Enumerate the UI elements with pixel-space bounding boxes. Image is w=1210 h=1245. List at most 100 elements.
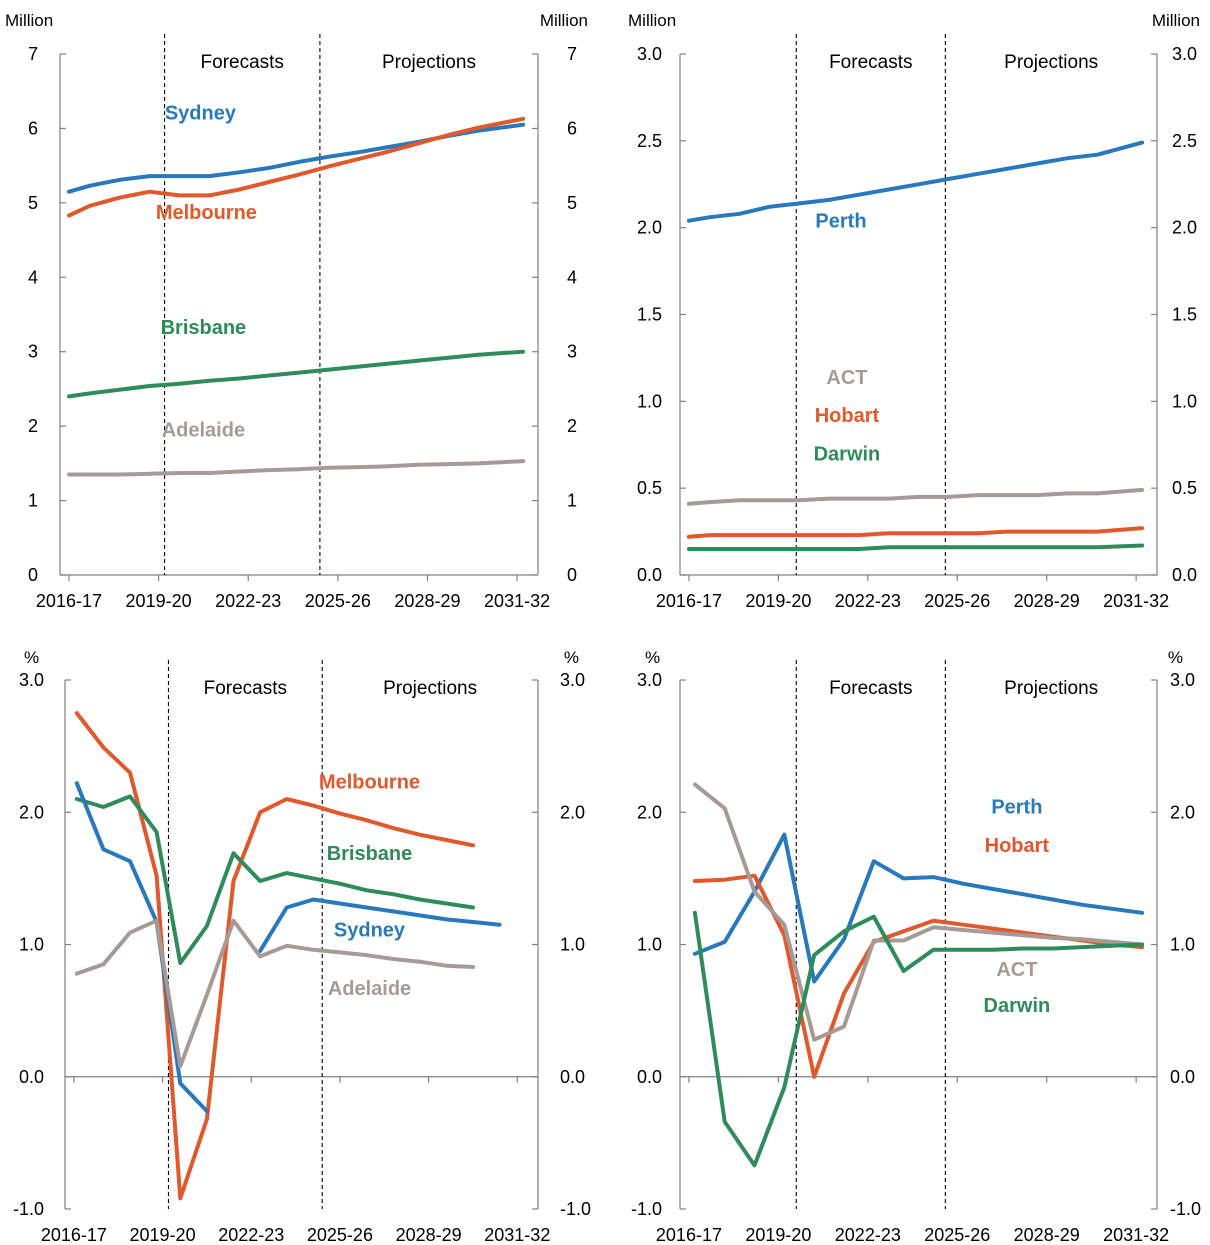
x-tick-label: 2019-20 — [130, 1225, 196, 1245]
forecasts-label: Forecasts — [829, 678, 912, 699]
series-label-sydney: Sydney — [165, 102, 237, 124]
right-y-tick-label: 2.5 — [1172, 131, 1197, 151]
x-tick-label: 2019-20 — [126, 591, 192, 611]
x-tick-label: 2028-29 — [396, 1225, 462, 1245]
series-label-perth: Perth — [815, 211, 866, 233]
series-line-melbourne — [74, 711, 475, 1201]
projections-label: Projections — [1004, 678, 1098, 699]
panel-capital-population-1: 0 0 1 1 2 2 3 3 4 4 5 5 6 6 7 7 Million Million 2016-17 201… — [5, 11, 588, 611]
right-unit-label: Million — [1152, 11, 1200, 30]
left-y-tick-label: 2.5 — [637, 131, 662, 151]
x-tick-label: 2031-32 — [484, 591, 550, 611]
x-tick-label: 2019-20 — [745, 591, 811, 611]
left-y-tick-label: 6 — [28, 118, 38, 138]
series-line-adelaide — [74, 918, 475, 1069]
right-y-tick-label: 0.0 — [560, 1067, 585, 1087]
x-tick-label: 2022-23 — [215, 591, 281, 611]
series-line-brisbane — [74, 794, 475, 965]
right-y-tick-label: 5 — [567, 193, 577, 213]
left-y-tick-label: 2.0 — [637, 218, 662, 238]
left-y-tick-label: 3.0 — [637, 44, 662, 64]
series-line-darwin — [692, 910, 1145, 1168]
left-unit-label: Million — [5, 11, 53, 30]
panel-capital-population-2: 0.0 0.0 0.5 0.5 1.0 1.0 1.5 1.5 2.0 2.0 2.5 2.5 3.0 3… — [628, 11, 1200, 611]
right-y-tick-label: 4 — [567, 267, 577, 287]
x-tick-label: 2028-29 — [394, 591, 460, 611]
left-y-tick-label: 0.0 — [637, 1067, 662, 1087]
projections-label: Projections — [383, 678, 477, 699]
right-y-tick-label: 0.0 — [1172, 565, 1197, 585]
projections-label: Projections — [1004, 52, 1098, 73]
series-line-melbourne — [67, 116, 526, 218]
series-label-adelaide: Adelaide — [328, 978, 411, 1000]
left-y-tick-label: 1.0 — [637, 935, 662, 955]
x-tick-label: 2022-23 — [835, 591, 901, 611]
right-y-tick-label: 3.0 — [1170, 670, 1195, 690]
series-label-hobart: Hobart — [985, 835, 1050, 857]
series-label-adelaide: Adelaide — [162, 420, 245, 442]
left-y-tick-label: 1 — [28, 491, 38, 511]
right-y-tick-label: 1.5 — [1172, 305, 1197, 325]
left-y-tick-label: -1.0 — [631, 1199, 662, 1219]
series-line-perth — [692, 832, 1145, 984]
x-tick-label: 2028-29 — [1014, 591, 1080, 611]
right-y-tick-label: 1.0 — [1170, 935, 1195, 955]
right-unit-label: % — [564, 648, 579, 667]
right-y-tick-label: 0 — [567, 565, 577, 585]
right-y-tick-label: 2.0 — [1170, 802, 1195, 822]
x-tick-label: 2031-32 — [484, 1225, 550, 1245]
left-y-tick-label: 3.0 — [19, 670, 44, 690]
x-tick-label: 2025-26 — [924, 1225, 990, 1245]
left-unit-label: % — [645, 648, 660, 667]
x-tick-label: 2025-26 — [924, 591, 990, 611]
right-unit-label: Million — [540, 11, 588, 30]
x-tick-label: 2031-32 — [1103, 591, 1169, 611]
series-label-melbourne: Melbourne — [156, 202, 257, 224]
right-y-tick-label: 3.0 — [1172, 44, 1197, 64]
left-y-tick-label: 2.0 — [637, 802, 662, 822]
x-tick-label: 2016-17 — [656, 591, 722, 611]
right-y-tick-label: 6 — [567, 118, 577, 138]
x-tick-label: 2022-23 — [218, 1225, 284, 1245]
left-y-tick-label: 0 — [28, 565, 38, 585]
left-y-tick-label: 3.0 — [637, 670, 662, 690]
left-y-tick-label: 2.0 — [19, 802, 44, 822]
x-tick-label: 2019-20 — [745, 1225, 811, 1245]
right-y-tick-label: 0.5 — [1172, 478, 1197, 498]
series-label-brisbane: Brisbane — [327, 843, 413, 865]
series-label-act: ACT — [826, 367, 867, 389]
series-line-act — [686, 487, 1145, 506]
series-line-hobart — [692, 873, 1145, 1079]
series-label-melbourne: Melbourne — [319, 771, 420, 793]
right-y-tick-label: -1.0 — [560, 1199, 591, 1219]
right-y-tick-label: 0.0 — [1170, 1067, 1195, 1087]
x-tick-label: 2025-26 — [307, 1225, 373, 1245]
left-unit-label: % — [24, 648, 39, 667]
x-tick-label: 2022-23 — [835, 1225, 901, 1245]
forecasts-label: Forecasts — [201, 52, 284, 73]
panel-capital-growth-2: -1.0 -1.0 0.0 0.0 1.0 1.0 2.0 2.0 3.0 3.0% % 2016-1… — [631, 648, 1201, 1245]
left-y-tick-label: 1.0 — [19, 935, 44, 955]
right-y-tick-label: 7 — [567, 44, 577, 64]
projections-label: Projections — [382, 52, 476, 73]
series-label-darwin: Darwin — [814, 443, 881, 465]
x-tick-label: 2025-26 — [305, 591, 371, 611]
series-line-darwin — [686, 543, 1145, 551]
series-line-adelaide — [67, 459, 526, 477]
left-y-tick-label: 5 — [28, 193, 38, 213]
left-unit-label: Million — [628, 11, 676, 30]
right-y-tick-label: 1.0 — [560, 935, 585, 955]
right-y-tick-label: 2 — [567, 416, 577, 436]
right-y-tick-label: 1.0 — [1172, 391, 1197, 411]
right-unit-label: % — [1168, 648, 1183, 667]
series-line-perth — [686, 140, 1145, 223]
series-line-hobart — [686, 526, 1145, 539]
x-tick-label: 2031-32 — [1103, 1225, 1169, 1245]
panel-capital-growth-1: -1.0 -1.0 0.0 0.0 1.0 1.0 2.0 2.0 3.0 3.0% % 2016-1… — [13, 648, 591, 1245]
right-y-tick-label: 3 — [567, 342, 577, 362]
series-label-perth: Perth — [991, 797, 1042, 819]
right-y-tick-label: 1 — [567, 491, 577, 511]
series-label-sydney: Sydney — [334, 920, 406, 942]
x-tick-label: 2028-29 — [1014, 1225, 1080, 1245]
